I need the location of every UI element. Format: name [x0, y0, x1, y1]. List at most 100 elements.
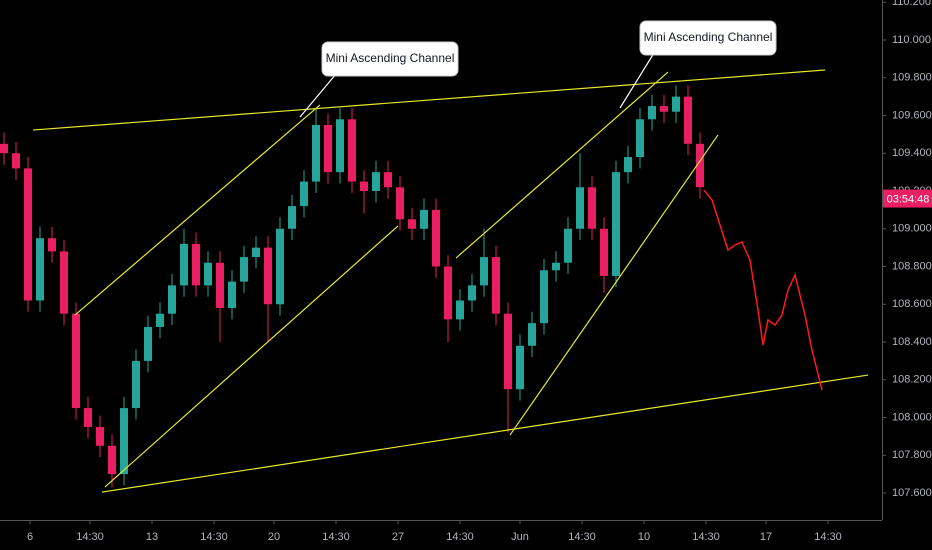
candle-body [204, 262, 212, 286]
x-tick-label: 14:30 [446, 531, 474, 543]
candle-body [192, 243, 200, 286]
y-tick-label: 108.800 [892, 260, 932, 272]
candle-body [696, 143, 704, 188]
candle-body [24, 168, 32, 301]
candle-body [504, 313, 512, 390]
candle-body [432, 209, 440, 267]
candle-body [108, 445, 116, 475]
callout-pointer [619, 52, 655, 109]
trendline [455, 71, 669, 259]
candle-body [144, 326, 152, 361]
x-tick-label: 14:30 [322, 531, 350, 543]
candle-body [408, 219, 416, 229]
candle-body [72, 313, 80, 409]
projection-line [703, 189, 823, 391]
candle-body [684, 96, 692, 144]
candle-body [468, 285, 476, 301]
candle-body [264, 247, 272, 305]
candle-body [360, 181, 368, 192]
x-tick-label: 27 [392, 531, 404, 543]
y-tick-label: 108.200 [892, 374, 932, 386]
candle-body [528, 323, 536, 346]
candle-body [660, 106, 668, 112]
candle-body [48, 238, 56, 252]
candle-body [672, 96, 680, 112]
x-tick-label: 14:30 [200, 531, 228, 543]
candle-body [636, 119, 644, 158]
candle-body [168, 285, 176, 314]
callout-text: Mini Ascending Channel [644, 30, 773, 44]
candle-body [36, 238, 44, 301]
candle-body [384, 172, 392, 188]
candle-body [300, 181, 308, 207]
candle-body [420, 209, 428, 229]
x-tick-label: 13 [146, 531, 158, 543]
x-tick-label: 6 [27, 531, 33, 543]
x-tick-label: 10 [638, 531, 650, 543]
y-tick-label: 108.600 [892, 298, 932, 310]
x-tick-label: 14:30 [692, 531, 720, 543]
candle-body [156, 313, 164, 327]
candle-body [540, 270, 548, 324]
x-tick-label: 20 [268, 531, 280, 543]
candle-body [132, 360, 140, 409]
y-tick-label: 107.600 [892, 487, 932, 499]
trendline [509, 134, 719, 436]
x-tick-label: 14:30 [568, 531, 596, 543]
candle-body [480, 257, 488, 286]
y-tick-label: 109.400 [892, 147, 932, 159]
candle-body [96, 426, 104, 446]
candle-body [276, 228, 284, 305]
candle-body [228, 281, 236, 309]
trendline [32, 69, 826, 131]
trendline [101, 374, 869, 493]
y-tick-label: 110.200 [892, 0, 931, 8]
candle-body [588, 187, 596, 229]
candle-body [216, 262, 224, 309]
countdown: 03:54:48 [887, 193, 930, 205]
candle-body [336, 119, 344, 173]
candle-body [456, 300, 464, 320]
y-tick-label: 109.000 [892, 223, 932, 235]
x-tick-label: 17 [760, 531, 772, 543]
y-tick-label: 107.800 [892, 449, 932, 461]
candle-body [492, 257, 500, 314]
candle-body [180, 243, 188, 286]
callout-box [639, 20, 777, 56]
candle-body [288, 206, 296, 229]
candle-body [0, 143, 8, 154]
candle-body [624, 157, 632, 173]
candle-body [240, 257, 248, 282]
candle-body [312, 124, 320, 182]
candle-body [348, 119, 356, 182]
x-tick-label: 14:30 [76, 531, 104, 543]
trendline [104, 225, 399, 488]
trendline [74, 104, 321, 316]
candle-body [396, 187, 404, 220]
candle-body [84, 408, 92, 427]
candle-body [612, 172, 620, 276]
candle-body [552, 262, 560, 271]
candle-body [444, 266, 452, 320]
y-tick-label: 108.400 [892, 336, 932, 348]
candle-body [324, 124, 332, 173]
candle-body [252, 247, 260, 258]
y-tick-label: 108.000 [892, 411, 932, 423]
callout-box [321, 41, 459, 77]
candle-body [12, 153, 20, 169]
price-tag [883, 189, 932, 208]
candle-body [600, 228, 608, 276]
candle-body [516, 345, 524, 390]
callout-text: Mini Ascending Channel [326, 51, 455, 65]
x-tick-label: Jun [511, 531, 529, 543]
candle-body [120, 408, 128, 475]
x-tick-label: 14:30 [814, 531, 842, 543]
candle-body [648, 106, 656, 120]
candle-body [60, 251, 68, 314]
candle-body [576, 187, 584, 229]
y-tick-label: 110.000 [892, 34, 931, 46]
y-tick-label: 109.800 [892, 72, 932, 84]
